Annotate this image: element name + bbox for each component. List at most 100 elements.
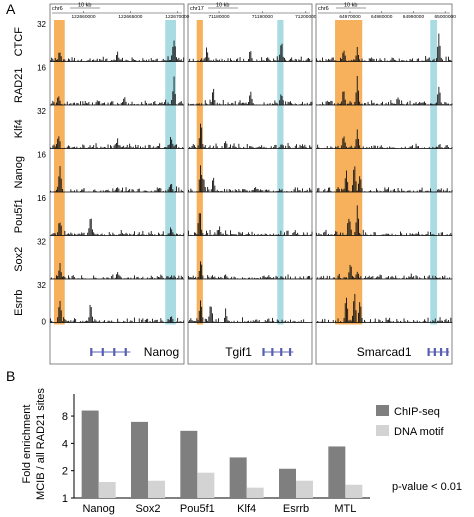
signal-bar <box>183 233 185 236</box>
signal-bar <box>437 320 439 323</box>
signal-bar <box>379 274 381 279</box>
signal-bar <box>290 276 291 279</box>
cyan-highlight-band <box>430 20 438 325</box>
signal-bar <box>290 147 291 149</box>
signal-bar <box>161 320 163 323</box>
signal-bar <box>137 188 139 192</box>
signal-bar <box>385 277 387 279</box>
signal-bar <box>96 100 98 105</box>
signal-bar <box>142 104 144 105</box>
signal-bar <box>296 191 297 192</box>
signal-bar <box>68 58 69 62</box>
signal-bar <box>296 144 297 149</box>
signal-bar <box>96 147 98 149</box>
signal-bar <box>227 234 229 236</box>
signal-bar <box>57 97 59 105</box>
signal-bar <box>76 146 78 149</box>
signal-bar <box>395 275 397 279</box>
signal-bar <box>149 103 151 105</box>
signal-bar <box>361 58 363 62</box>
signal-bar <box>231 276 233 279</box>
signal-bar <box>332 57 334 62</box>
signal-bar <box>262 190 264 192</box>
signal-bar <box>382 320 383 323</box>
scale-bar-label: 10 kb <box>216 3 229 9</box>
signal-bar <box>171 55 173 62</box>
signal-bar <box>266 321 267 323</box>
signal-bar <box>432 275 434 279</box>
signal-bar <box>270 234 272 236</box>
signal-bar <box>141 277 143 279</box>
signal-bar <box>114 189 116 192</box>
signal-bar <box>94 104 96 105</box>
signal-bar <box>281 43 283 62</box>
signal-bar <box>269 234 271 236</box>
signal-bar <box>285 101 287 105</box>
signal-bar <box>397 188 399 192</box>
signal-bar <box>398 99 400 105</box>
signal-bar <box>191 104 193 105</box>
signal-bar <box>68 275 69 279</box>
signal-bar <box>436 191 437 192</box>
signal-bar <box>366 234 368 236</box>
signal-bar <box>124 60 126 62</box>
signal-bar <box>403 104 405 105</box>
signal-bar <box>310 101 312 105</box>
signal-bar <box>409 276 411 279</box>
signal-bar <box>298 190 300 192</box>
signal-bar <box>81 147 83 149</box>
signal-bar <box>168 233 170 236</box>
signal-bar <box>303 60 305 62</box>
signal-bar <box>272 191 273 192</box>
signal-bar <box>272 103 273 105</box>
signal-bar <box>224 60 225 62</box>
signal-bar <box>342 138 344 149</box>
signal-bar <box>294 187 296 192</box>
signal-bar <box>58 270 60 279</box>
signal-bar <box>291 103 293 105</box>
gene-exon <box>271 348 274 356</box>
signal-bar <box>60 272 62 279</box>
signal-bar <box>261 234 263 236</box>
signal-bar <box>112 232 114 236</box>
signal-bar <box>123 98 125 105</box>
track-scale-max: 32 <box>37 107 46 116</box>
signal-bar <box>292 60 294 62</box>
signal-bar <box>210 276 212 279</box>
signal-bar <box>433 278 435 279</box>
signal-bar <box>77 278 79 279</box>
signal-bar <box>132 233 134 236</box>
signal-bar <box>152 234 153 236</box>
signal-bar <box>348 218 350 236</box>
signal-bar <box>409 100 411 105</box>
signal-bar <box>358 90 359 105</box>
signal-bar <box>273 58 275 62</box>
signal-bar <box>364 191 365 192</box>
coordinate-tick-label: 71180000 <box>209 14 230 20</box>
signal-bar <box>385 233 387 236</box>
signal-bar <box>404 146 406 149</box>
signal-bar <box>388 276 389 279</box>
signal-bar <box>414 234 416 236</box>
signal-bar <box>207 52 209 62</box>
track-label: CTCF <box>13 27 25 57</box>
signal-bar <box>65 320 67 323</box>
signal-bar <box>361 103 363 105</box>
signal-bar <box>448 320 449 323</box>
signal-bar <box>451 321 453 323</box>
signal-bar <box>300 56 302 62</box>
signal-bar <box>284 232 285 236</box>
signal-bar <box>267 276 269 279</box>
signal-bar <box>428 146 430 149</box>
signal-bar <box>203 146 205 149</box>
signal-bar <box>93 232 95 236</box>
coordinate-tick-label: 122665000 <box>118 14 142 20</box>
signal-bar <box>63 59 65 62</box>
signal-bar <box>426 233 428 236</box>
signal-bar <box>332 104 334 105</box>
signal-bar <box>173 275 175 279</box>
signal-bar <box>130 277 132 279</box>
signal-bar <box>215 191 217 192</box>
signal-bar <box>220 232 222 236</box>
signal-bar <box>125 147 127 149</box>
